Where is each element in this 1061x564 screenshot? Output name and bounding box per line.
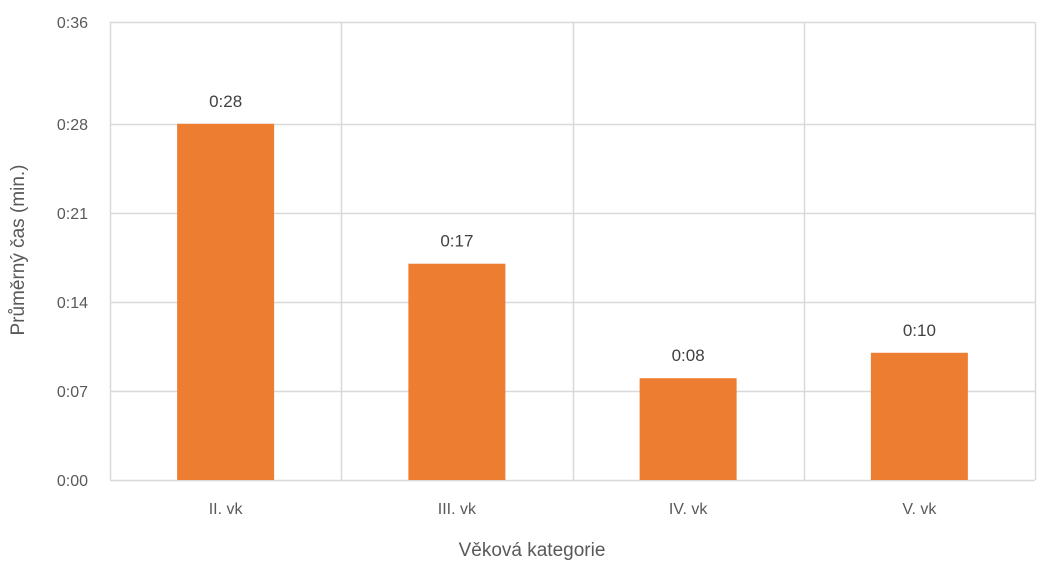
bar bbox=[177, 123, 275, 481]
data-label: 0:08 bbox=[672, 346, 705, 365]
data-label: 0:17 bbox=[440, 232, 473, 251]
category-label: IV. vk bbox=[669, 501, 709, 518]
data-label: 0:10 bbox=[903, 321, 936, 340]
y-tick-label: 0:14 bbox=[57, 295, 88, 312]
data-label: 0:28 bbox=[209, 92, 242, 111]
bars bbox=[177, 123, 968, 481]
category-label: III. vk bbox=[438, 501, 477, 518]
x-axis-title: Věková kategorie bbox=[459, 540, 606, 561]
category-label: V. vk bbox=[902, 501, 937, 518]
category-label: II. vk bbox=[209, 501, 244, 518]
bar bbox=[408, 263, 506, 480]
y-tick-label: 0:28 bbox=[57, 117, 88, 134]
y-tick-label: 0:00 bbox=[57, 473, 88, 490]
x-axis-categories: II. vk III. vk IV. vk V. vk bbox=[209, 501, 938, 518]
y-tick-label: 0:07 bbox=[57, 384, 88, 401]
y-tick-label: 0:21 bbox=[57, 206, 88, 223]
y-axis-ticks: 0:00 0:07 0:14 0:21 0:28 0:36 bbox=[57, 15, 88, 490]
y-axis-title: Průměrný čas (min.) bbox=[8, 164, 29, 335]
bar bbox=[870, 352, 968, 480]
y-tick-label: 0:36 bbox=[57, 15, 88, 32]
data-labels: 0:28 0:17 0:08 0:10 bbox=[209, 92, 936, 365]
bar bbox=[639, 378, 737, 480]
